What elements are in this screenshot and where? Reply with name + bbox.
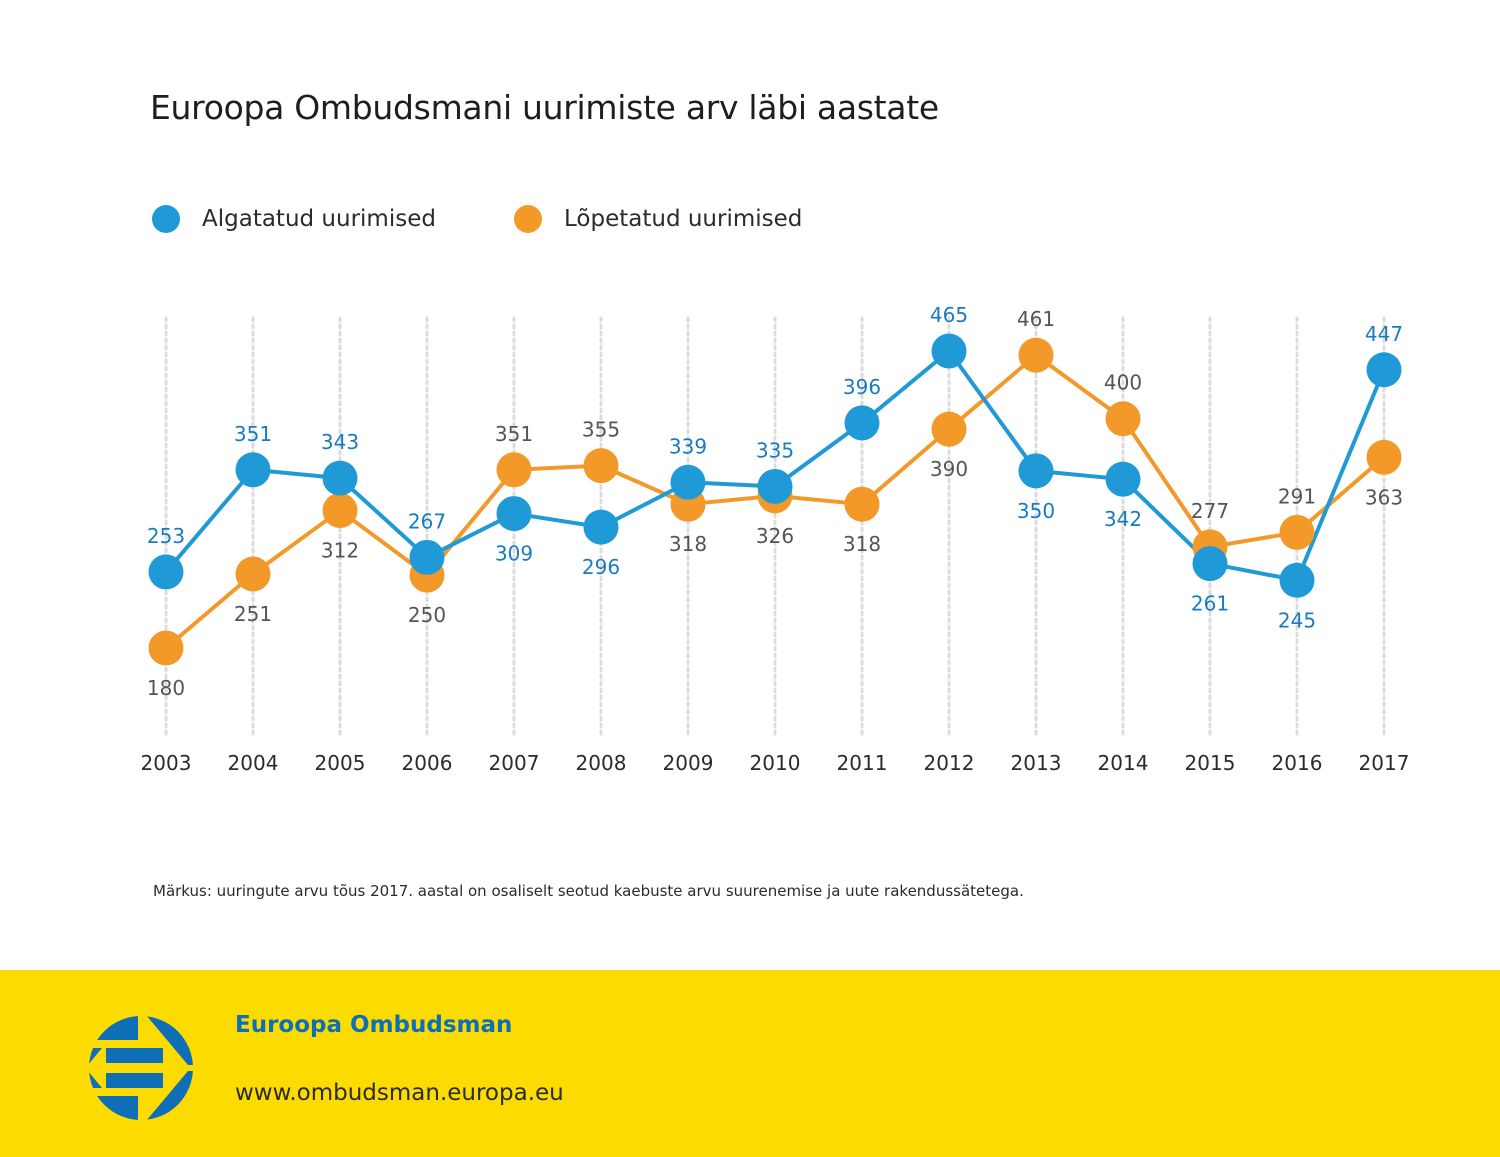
x-tick-label: 2010 (750, 751, 801, 775)
data-point (1192, 546, 1228, 582)
x-tick-label: 2003 (141, 751, 192, 775)
data-label: 318 (843, 532, 881, 556)
data-point (1366, 352, 1402, 388)
x-tick-label: 2005 (315, 751, 366, 775)
data-label: 342 (1104, 507, 1142, 531)
x-tick-label: 2008 (576, 751, 627, 775)
legend-dot-icon (514, 205, 542, 233)
data-label: 465 (930, 303, 968, 327)
data-point (931, 411, 967, 447)
data-point (1018, 453, 1054, 489)
legend-label: Algatatud uurimised (202, 206, 436, 232)
data-point (1105, 461, 1141, 497)
data-label: 277 (1191, 499, 1229, 523)
data-label: 245 (1278, 608, 1316, 632)
data-point (757, 468, 793, 504)
data-point (409, 539, 445, 575)
data-label: 251 (234, 602, 272, 626)
data-point (235, 556, 271, 592)
data-label: 461 (1017, 307, 1055, 331)
footer-website-link[interactable]: www.ombudsman.europa.eu (235, 1080, 564, 1106)
x-tick-label: 2007 (489, 751, 540, 775)
data-point (844, 486, 880, 522)
data-label: 309 (495, 542, 533, 566)
data-label: 363 (1365, 485, 1403, 509)
data-point (322, 460, 358, 496)
ombudsman-logo-icon (89, 1016, 193, 1120)
data-label: 326 (756, 524, 794, 548)
data-point (1018, 337, 1054, 373)
data-label: 335 (756, 438, 794, 462)
x-tick-label: 2004 (228, 751, 279, 775)
x-tick-label: 2017 (1359, 751, 1410, 775)
data-label: 396 (843, 375, 881, 399)
chart-title: Euroopa Ombudsmani uurimiste arv läbi aa… (150, 88, 939, 127)
data-label: 351 (234, 422, 272, 446)
x-tick-label: 2011 (837, 751, 888, 775)
footer: Euroopa Ombudsman www.ombudsman.europa.e… (0, 970, 1500, 1157)
data-label: 250 (408, 603, 446, 627)
data-label: 400 (1104, 371, 1142, 395)
data-point (583, 448, 619, 484)
data-label: 355 (582, 418, 620, 442)
data-label: 253 (147, 524, 185, 548)
legend-item-initiated: Algatatud uurimised (152, 205, 436, 233)
data-point (1279, 562, 1315, 598)
data-point (322, 492, 358, 528)
data-point (670, 464, 706, 500)
data-label: 296 (582, 555, 620, 579)
data-label: 350 (1017, 499, 1055, 523)
legend-dot-icon (152, 205, 180, 233)
data-label: 339 (669, 434, 707, 458)
data-label: 291 (1278, 484, 1316, 508)
chart-note: Märkus: uuringute arvu tõus 2017. aastal… (153, 882, 1024, 900)
data-label: 390 (930, 457, 968, 481)
data-point (583, 509, 619, 545)
x-tick-label: 2016 (1272, 751, 1323, 775)
footer-brand-name: Euroopa Ombudsman (235, 1012, 513, 1038)
data-point (844, 405, 880, 441)
data-label: 180 (147, 676, 185, 700)
data-point (1105, 401, 1141, 437)
data-label: 261 (1191, 592, 1229, 616)
data-point (496, 452, 532, 488)
x-tick-label: 2013 (1011, 751, 1062, 775)
data-point (148, 554, 184, 590)
data-point (1279, 514, 1315, 550)
x-tick-label: 2012 (924, 751, 975, 775)
line-chart: 2003 2004 2005 2006 2007 2008 2009 2010 2011 2012… (141, 303, 1410, 775)
data-point (1366, 439, 1402, 475)
legend-item-closed: Lõpetatud uurimised (514, 205, 802, 233)
data-label: 267 (408, 509, 446, 533)
data-label: 351 (495, 422, 533, 446)
x-tick-label: 2006 (402, 751, 453, 775)
data-label: 447 (1365, 322, 1403, 346)
data-label: 312 (321, 538, 359, 562)
data-point (496, 496, 532, 532)
data-point (931, 333, 967, 369)
data-label: 343 (321, 430, 359, 454)
x-tick-label: 2014 (1098, 751, 1149, 775)
x-tick-label: 2009 (663, 751, 714, 775)
data-point (148, 630, 184, 666)
legend-label: Lõpetatud uurimised (564, 206, 803, 232)
x-tick-label: 2015 (1185, 751, 1236, 775)
data-label: 318 (669, 532, 707, 556)
data-point (235, 452, 271, 488)
